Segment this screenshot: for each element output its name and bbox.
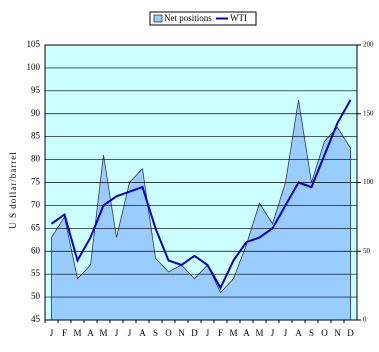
x-tick-label: J bbox=[206, 328, 210, 338]
legend-box bbox=[149, 11, 257, 26]
x-tick-label: F bbox=[62, 328, 67, 338]
x-tick-label: M bbox=[229, 328, 237, 338]
x-tick-label: J bbox=[271, 328, 275, 338]
y-tick-label: 80 bbox=[31, 154, 41, 164]
x-tick-label: N bbox=[178, 328, 185, 338]
y-tick-label: 85 bbox=[31, 131, 41, 141]
legend-swatch bbox=[153, 14, 163, 23]
y-axis-label: U S dollar/barrel bbox=[8, 151, 18, 228]
y2-tick-label: 150 bbox=[363, 109, 374, 117]
y-tick-label: 90 bbox=[31, 108, 41, 118]
x-tick-label: F bbox=[218, 328, 223, 338]
legend-label: WTI bbox=[230, 13, 247, 23]
x-tick-label: M bbox=[73, 328, 81, 338]
x-tick-label: A bbox=[139, 328, 146, 338]
x-tick-label: J bbox=[284, 328, 288, 338]
x-tick-label: N bbox=[334, 328, 341, 338]
y2-tick-label: 50 bbox=[363, 247, 371, 255]
y2-tick-label: 100 bbox=[363, 178, 374, 186]
y-tick-label: 55 bbox=[31, 268, 41, 278]
x-tick-label: D bbox=[347, 328, 354, 338]
x-tick-label: J bbox=[50, 328, 54, 338]
line bbox=[50, 99, 352, 291]
x-tick-label: J bbox=[128, 328, 132, 338]
x-tick-label: A bbox=[295, 328, 302, 338]
y2-tick-label: 200 bbox=[363, 41, 374, 49]
y-tick-label: 70 bbox=[31, 199, 41, 209]
x-tick-label: S bbox=[153, 328, 158, 338]
y-tick-label: 75 bbox=[31, 177, 41, 187]
legend-label: Net positions bbox=[164, 13, 212, 23]
y-tick-label: 50 bbox=[31, 291, 41, 301]
x-tick-label: A bbox=[87, 328, 94, 338]
y-tick-label: 95 bbox=[31, 85, 41, 95]
x-tick-label: O bbox=[165, 328, 172, 338]
y-tick-label: 60 bbox=[31, 245, 41, 255]
x-tick-label: D bbox=[191, 328, 198, 338]
y2-tick-label: 0 bbox=[363, 316, 367, 324]
y-tick-label: 105 bbox=[27, 39, 41, 49]
x-tick-label: S bbox=[309, 328, 314, 338]
y-tick-label: 45 bbox=[31, 314, 41, 324]
x-tick-label: M bbox=[255, 328, 263, 338]
x-tick-label: O bbox=[321, 328, 328, 338]
x-tick-label: M bbox=[99, 328, 107, 338]
y-tick-label: 100 bbox=[27, 62, 41, 72]
x-tick-label: A bbox=[243, 328, 250, 338]
y-tick-label: 65 bbox=[31, 222, 41, 232]
x-tick-label: J bbox=[115, 328, 119, 338]
